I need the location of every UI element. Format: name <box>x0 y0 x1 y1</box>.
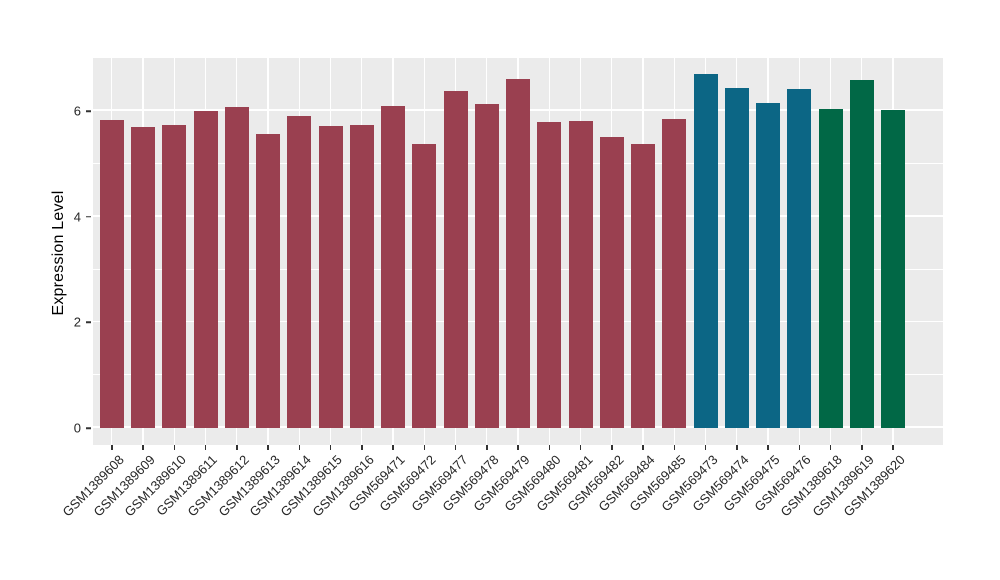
bar-GSM569475 <box>756 102 780 428</box>
bar-GSM1389609 <box>131 127 155 428</box>
bar-GSM569481 <box>568 120 593 428</box>
y-tick-label-6: 6 <box>73 103 81 119</box>
x-tick-mark <box>486 445 488 450</box>
x-tick-mark <box>204 445 207 450</box>
x-tick-mark <box>829 445 832 450</box>
y-tick-mark <box>86 215 91 218</box>
x-tick-mark <box>142 445 144 450</box>
bar-GSM1389618 <box>818 108 843 428</box>
bar-GSM569479 <box>506 79 530 428</box>
bar-GSM1389616 <box>349 124 374 428</box>
y-tick-mark <box>86 427 91 429</box>
x-tick-mark <box>454 445 457 450</box>
plot-panel <box>93 58 943 445</box>
bar-GSM569473 <box>693 74 718 428</box>
y-tick-label-4: 4 <box>73 209 81 225</box>
x-tick-mark <box>736 445 738 450</box>
bar-GSM1389619 <box>849 79 874 428</box>
x-tick-mark <box>267 445 269 450</box>
x-tick-mark <box>579 445 582 450</box>
bar-GSM569478 <box>474 103 499 428</box>
y-tick-mark <box>86 321 91 324</box>
bar-GSM569477 <box>443 90 468 428</box>
x-tick-mark <box>236 445 238 450</box>
x-tick-mark <box>642 445 644 450</box>
x-tick-mark <box>517 445 519 450</box>
y-tick-label-0: 0 <box>73 420 81 436</box>
bar-GSM569484 <box>631 144 655 428</box>
bar-GSM569482 <box>599 137 624 428</box>
x-tick-mark <box>298 445 300 450</box>
x-tick-mark <box>892 445 894 450</box>
bar-GSM569476 <box>787 88 812 428</box>
x-tick-mark <box>704 445 707 450</box>
x-tick-mark <box>673 445 675 450</box>
y-tick-label-2: 2 <box>73 314 81 330</box>
x-tick-mark <box>111 445 113 450</box>
x-tick-mark <box>548 445 550 450</box>
x-tick-mark <box>329 445 332 450</box>
bar-GSM569471 <box>381 105 405 428</box>
bar-GSM1389614 <box>287 115 312 428</box>
x-tick-mark <box>392 445 394 450</box>
x-tick-mark <box>423 445 425 450</box>
bar-GSM1389615 <box>318 126 343 428</box>
bar-GSM1389612 <box>224 107 249 428</box>
bar-GSM1389608 <box>99 120 124 428</box>
y-tick-mark <box>86 110 91 112</box>
bar-GSM569474 <box>724 88 749 428</box>
bar-GSM569485 <box>662 118 687 428</box>
x-tick-mark <box>798 445 800 450</box>
bar-GSM569472 <box>412 143 437 428</box>
x-tick-mark <box>361 445 363 450</box>
x-tick-mark <box>611 445 613 450</box>
y-axis-title: Expression Level <box>50 190 67 316</box>
x-tick-mark <box>173 445 175 450</box>
x-tick-mark <box>861 445 863 450</box>
bar-GSM1389610 <box>162 125 187 428</box>
bar-GSM1389620 <box>881 109 905 428</box>
x-tick-mark <box>767 445 769 450</box>
bar-GSM1389613 <box>256 133 280 428</box>
bar-GSM569480 <box>537 122 562 428</box>
bar-GSM1389611 <box>193 110 218 428</box>
